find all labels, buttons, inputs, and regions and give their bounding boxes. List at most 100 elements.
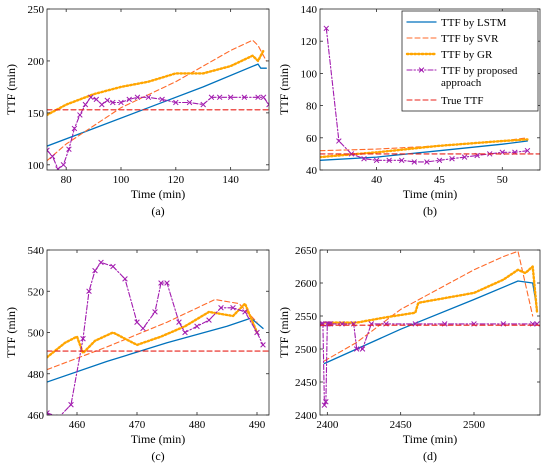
data-point-proposed xyxy=(436,157,443,164)
series-line-svr xyxy=(47,298,258,371)
data-point-proposed xyxy=(321,402,328,408)
y-axis-label: TTF (min) xyxy=(4,307,18,358)
x-tick-label: 470 xyxy=(129,419,146,431)
series-group xyxy=(47,39,269,170)
y-tick-label: 2500 xyxy=(295,344,318,356)
y-tick-label: 460 xyxy=(28,410,45,422)
data-point-proposed xyxy=(200,101,206,108)
x-axis-label: Time (min) xyxy=(403,432,458,446)
data-point-proposed xyxy=(145,94,152,101)
y-tick-label: 200 xyxy=(28,56,45,68)
x-tick-label: 2400 xyxy=(316,419,339,431)
y-tick-label: 100 xyxy=(28,160,45,172)
data-point-proposed xyxy=(49,153,56,160)
legend-label-gr: TTF by GR xyxy=(441,49,493,61)
data-point-proposed xyxy=(254,329,260,336)
x-tick-label: 45 xyxy=(434,174,446,186)
axes-box xyxy=(319,8,541,171)
data-point-proposed xyxy=(373,157,380,164)
x-tick-label: 2500 xyxy=(463,419,486,431)
series-line-gr xyxy=(323,265,539,324)
data-point-proposed xyxy=(134,319,140,325)
data-point-proposed xyxy=(266,101,269,108)
legend-label-lstm: TTF by LSTM xyxy=(441,17,507,29)
series-line-lstm xyxy=(47,317,264,383)
data-point-proposed xyxy=(82,101,89,108)
subplot-4: 2400 2450 2500 2400 2450 2500 2550 2600 2650 Time… xyxy=(277,245,541,463)
data-point-proposed xyxy=(449,155,455,162)
data-point-proposed xyxy=(255,94,261,101)
x-tick-label: 50 xyxy=(497,174,509,186)
data-point-proposed xyxy=(93,96,100,103)
data-point-proposed xyxy=(323,25,330,32)
data-point-proposed xyxy=(176,319,182,325)
data-point-proposed xyxy=(71,125,78,132)
y-tick-label: 2650 xyxy=(295,245,318,257)
data-point-proposed xyxy=(98,259,104,266)
data-point-proposed xyxy=(110,99,116,106)
x-tick-label: 100 xyxy=(113,174,130,186)
series-line-lstm xyxy=(323,280,538,365)
y-tick-label: 150 xyxy=(28,108,45,120)
x-tick-label: 2450 xyxy=(390,419,413,431)
y-tick-label: 2600 xyxy=(295,278,318,290)
data-point-proposed xyxy=(152,309,158,315)
data-point-proposed xyxy=(140,325,146,332)
data-point-proposed xyxy=(88,94,94,101)
data-point-proposed xyxy=(386,157,392,164)
x-tick-label: 80 xyxy=(61,174,73,186)
series-line-gr xyxy=(47,49,265,117)
data-point-proposed xyxy=(461,154,468,160)
x-tick-label: 140 xyxy=(222,174,239,186)
panel-label: (c) xyxy=(151,449,164,463)
data-point-proposed xyxy=(336,138,342,144)
data-point-proposed xyxy=(77,112,83,118)
x-tick-label: 490 xyxy=(249,419,266,431)
subplot-1: 80 100 120 140 100 150 200 250 Time (min) TTF (mi… xyxy=(4,4,270,218)
y-axis-label: TTF (min) xyxy=(277,64,291,115)
series-line-svr xyxy=(47,39,267,162)
data-point-proposed xyxy=(227,94,234,101)
x-axis-label: Time (min) xyxy=(131,187,186,201)
y-tick-label: 60 xyxy=(306,133,318,145)
y-tick-label: 500 xyxy=(28,328,45,340)
subplot-3: 460 470 480 490 460 480 500 520 540 Time (min) TTF… xyxy=(4,245,270,463)
data-point-proposed xyxy=(260,94,267,101)
y-tick-label: 80 xyxy=(306,101,318,113)
data-point-proposed xyxy=(323,399,329,405)
y-tick-label: 2400 xyxy=(295,410,318,422)
data-point-proposed xyxy=(242,309,248,315)
data-point-proposed xyxy=(524,147,531,154)
data-point-proposed xyxy=(86,288,92,295)
y-tick-label: 250 xyxy=(28,4,45,16)
data-point-proposed xyxy=(122,276,128,282)
data-point-proposed xyxy=(348,151,355,157)
y-tick-label: 100 xyxy=(301,68,318,80)
x-tick-label: 40 xyxy=(371,174,383,186)
data-point-proposed xyxy=(55,166,61,170)
y-tick-label: 40 xyxy=(306,165,318,177)
data-point-proposed xyxy=(66,146,72,152)
data-point-proposed xyxy=(398,157,405,164)
series-line-lstm xyxy=(47,63,267,147)
data-point-proposed xyxy=(182,329,188,336)
data-point-proposed xyxy=(68,401,74,408)
data-point-proposed xyxy=(47,410,50,415)
y-tick-label: 2450 xyxy=(295,377,318,389)
series-group xyxy=(47,259,269,415)
y-axis-label: TTF (min) xyxy=(277,307,291,358)
series-line-svr xyxy=(323,250,534,362)
data-point-proposed xyxy=(194,323,200,330)
x-tick-label: 120 xyxy=(168,174,185,186)
data-point-proposed xyxy=(60,162,67,168)
y-tick-label: 2550 xyxy=(295,311,318,323)
series-line-gr xyxy=(320,138,529,159)
series-line-lstm xyxy=(320,140,529,161)
data-point-proposed xyxy=(206,317,212,323)
y-tick-label: 540 xyxy=(28,245,45,257)
data-point-proposed xyxy=(186,99,193,106)
legend-marker xyxy=(418,67,425,73)
panel-label: (b) xyxy=(423,204,437,218)
data-point-proposed xyxy=(353,346,360,352)
data-point-proposed xyxy=(158,280,164,286)
